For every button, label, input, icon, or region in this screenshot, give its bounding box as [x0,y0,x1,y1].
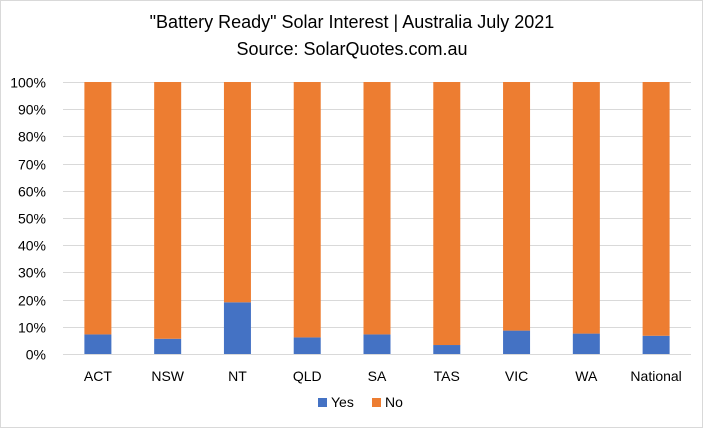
y-tick-label: 10% [18,320,46,336]
legend: Yes No [318,394,403,410]
y-axis-tick-labels: 0% 10% 20% 30% 40% 50% 60% 70% 80% 90% 100% [10,75,46,363]
y-tick-label: 70% [18,157,46,173]
bar-yes-nt [223,302,251,354]
bar-no-sa [363,82,391,335]
x-tick-label: NSW [151,368,184,384]
x-axis-tick-labels: ACT NSW NT QLD SA TAS VIC WA National [84,368,682,384]
bar-no-act [84,82,112,335]
chart-subtitle: Source: SolarQuotes.com.au [236,39,467,59]
bar-no-tas [433,82,461,346]
x-tick-label: QLD [293,368,322,384]
bar-yes-act [84,334,112,354]
y-tick-label: 80% [18,129,46,145]
bar-yes-vic [503,330,531,354]
bar-yes-national [642,335,670,354]
bar-no-qld [293,82,321,338]
y-tick-label: 0% [26,347,46,363]
bar-no-wa [572,82,600,334]
legend-swatch-no [372,398,381,407]
bar-no-vic [503,82,531,331]
y-tick-label: 20% [18,293,46,309]
legend-label-yes: Yes [331,394,354,410]
bar-yes-sa [363,334,391,354]
bar-no-nsw [154,82,182,339]
y-tick-label: 90% [18,102,46,118]
x-tick-label: TAS [434,368,460,384]
legend-label-no: No [385,394,403,410]
y-tick-label: 50% [18,211,46,227]
bars [84,82,670,354]
x-tick-label: ACT [84,368,112,384]
y-tick-label: 30% [18,265,46,281]
legend-swatch-yes [318,398,327,407]
y-tick-label: 60% [18,184,46,200]
x-tick-label: SA [368,368,387,384]
y-tick-label: 40% [18,238,46,254]
bar-yes-qld [293,337,321,354]
bar-no-national [642,82,670,336]
x-tick-label: VIC [505,368,528,384]
x-tick-label: National [630,368,681,384]
bar-no-nt [223,82,251,303]
x-tick-label: WA [575,368,598,384]
bar-yes-tas [433,345,461,354]
y-tick-label: 100% [10,75,46,91]
x-tick-label: NT [228,368,247,384]
bar-yes-nsw [154,338,182,354]
bar-yes-wa [572,333,600,354]
chart-title: "Battery Ready" Solar Interest | Austral… [150,12,555,32]
